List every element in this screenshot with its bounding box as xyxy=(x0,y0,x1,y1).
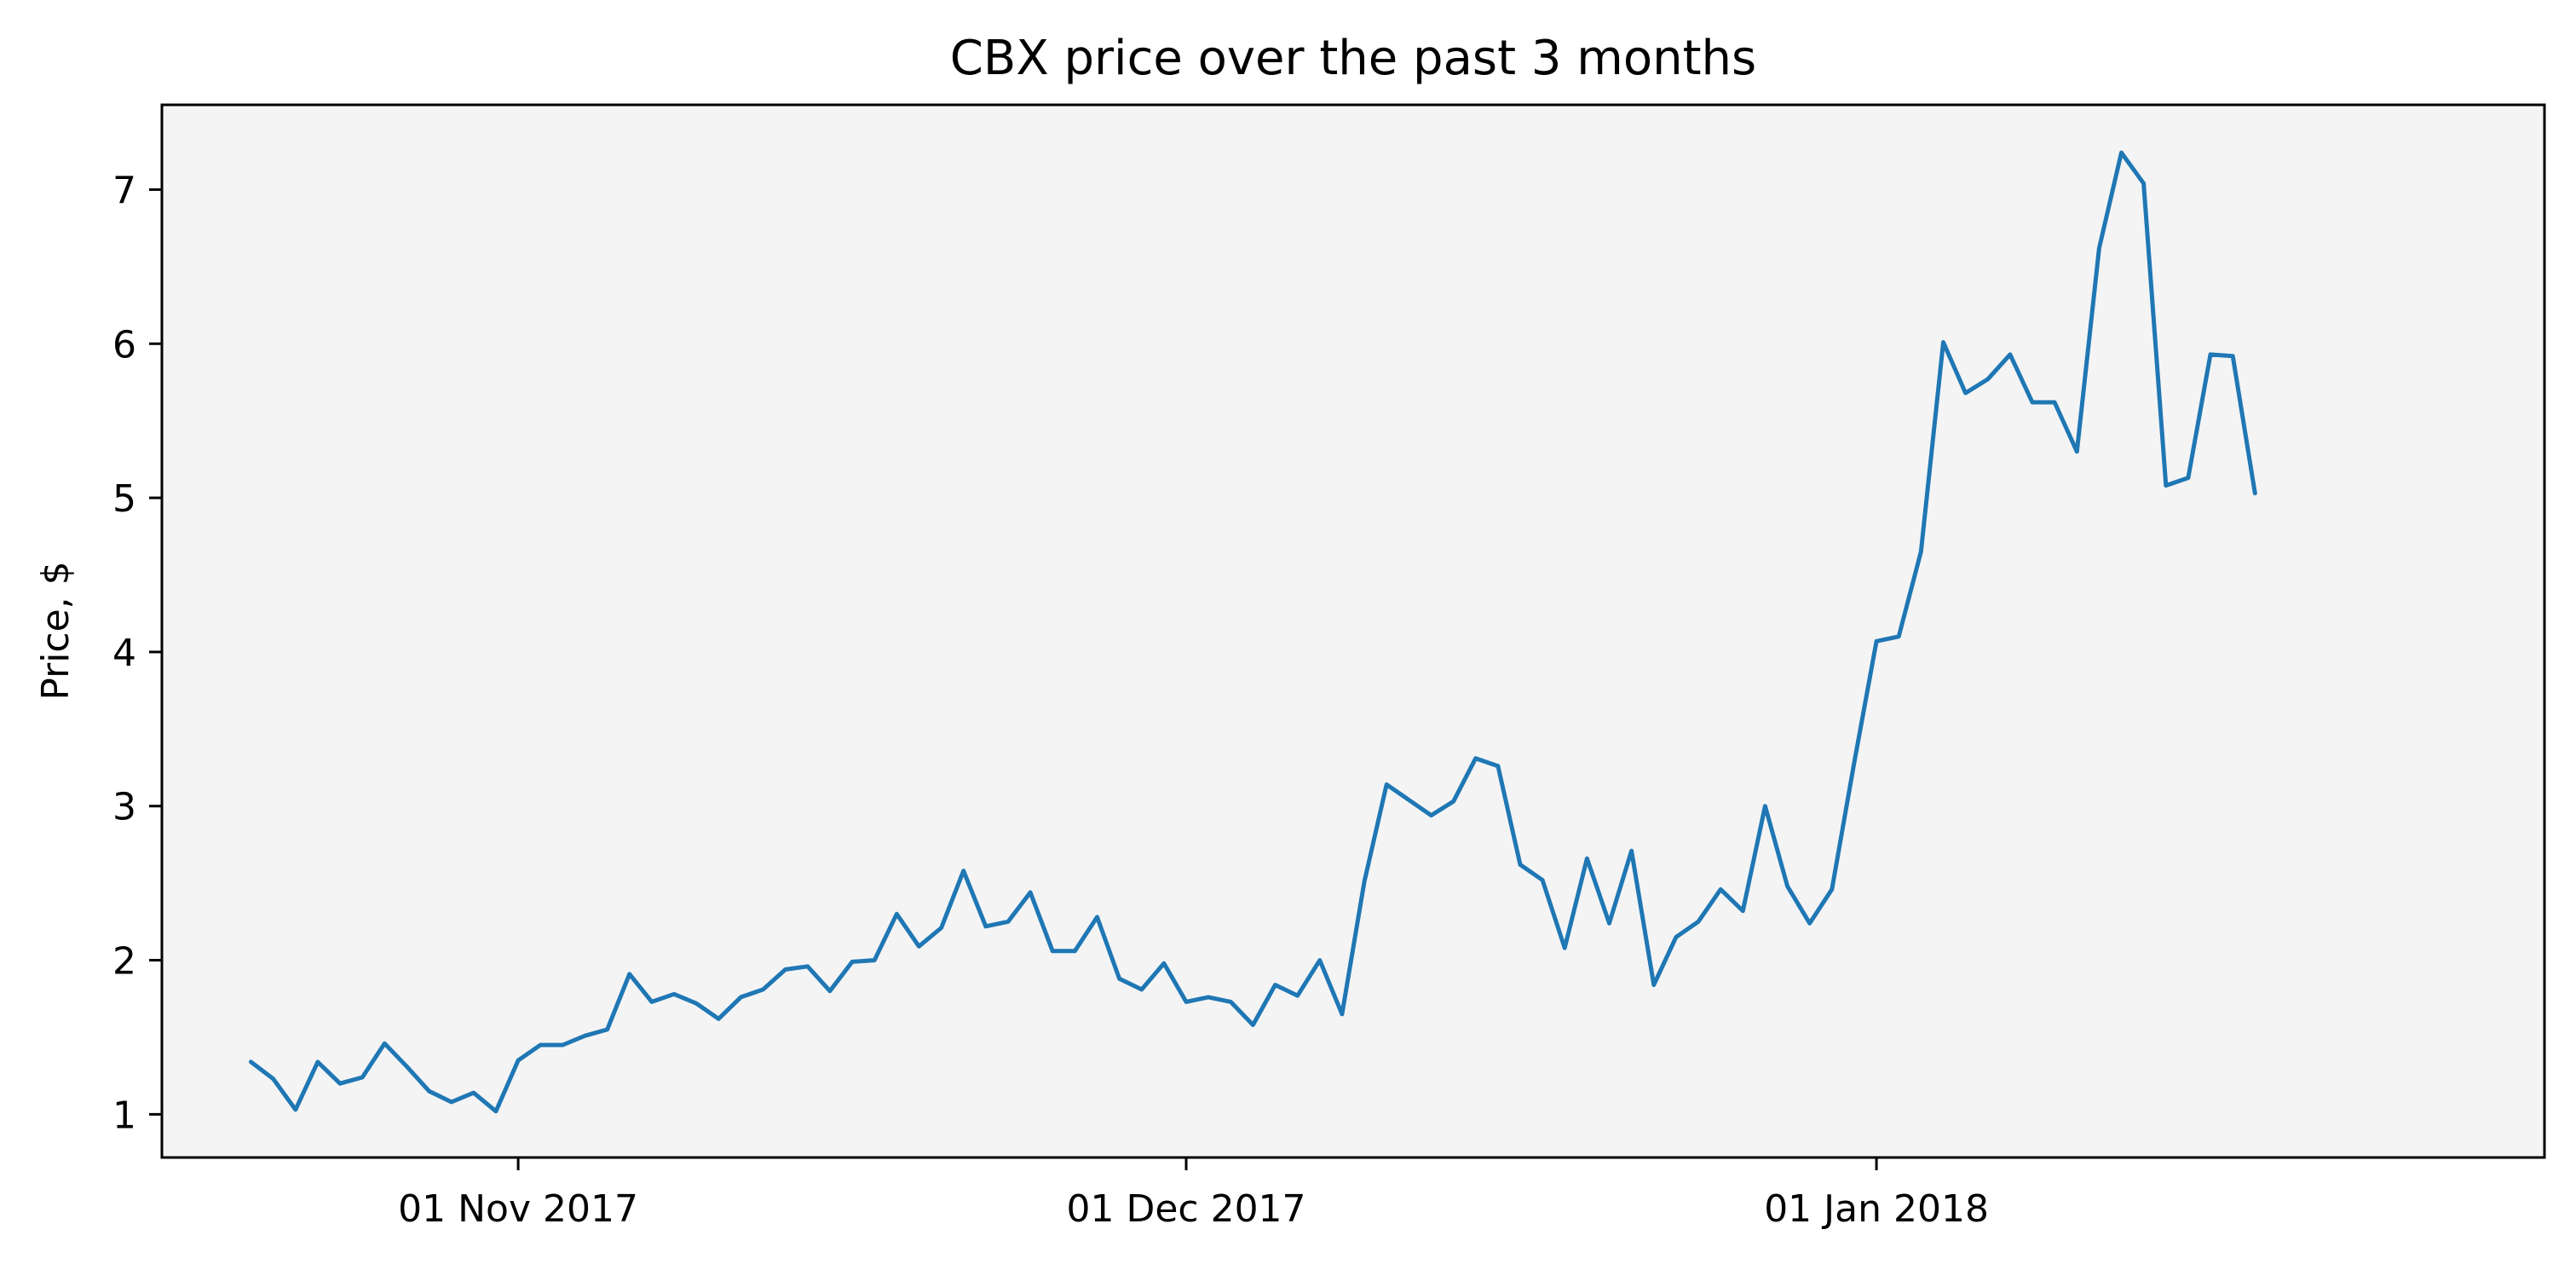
y-tick-label: 1 xyxy=(112,1094,136,1137)
x-tick-label: 01 Nov 2017 xyxy=(398,1187,638,1231)
y-tick-label: 7 xyxy=(112,169,136,212)
y-tick-label: 5 xyxy=(112,477,136,521)
y-axis-label: Price, $ xyxy=(34,561,78,700)
y-tick-label: 3 xyxy=(112,786,136,829)
plot-background xyxy=(162,105,2544,1157)
y-axis-ticks: 1 2 3 4 5 6 7 xyxy=(112,169,162,1137)
y-tick-label: 6 xyxy=(112,323,136,367)
x-axis-ticks: 01 Nov 2017 01 Dec 2017 01 Jan 2018 xyxy=(398,1157,1989,1231)
y-tick-label: 4 xyxy=(112,632,136,675)
x-tick-label: 01 Jan 2018 xyxy=(1764,1187,1989,1231)
y-tick-label: 2 xyxy=(112,940,136,984)
chart-title: CBX price over the past 3 months xyxy=(950,31,1756,86)
x-tick-label: 01 Dec 2017 xyxy=(1066,1187,1305,1231)
plot-frame xyxy=(160,103,2546,1159)
price-line xyxy=(249,150,2257,1114)
